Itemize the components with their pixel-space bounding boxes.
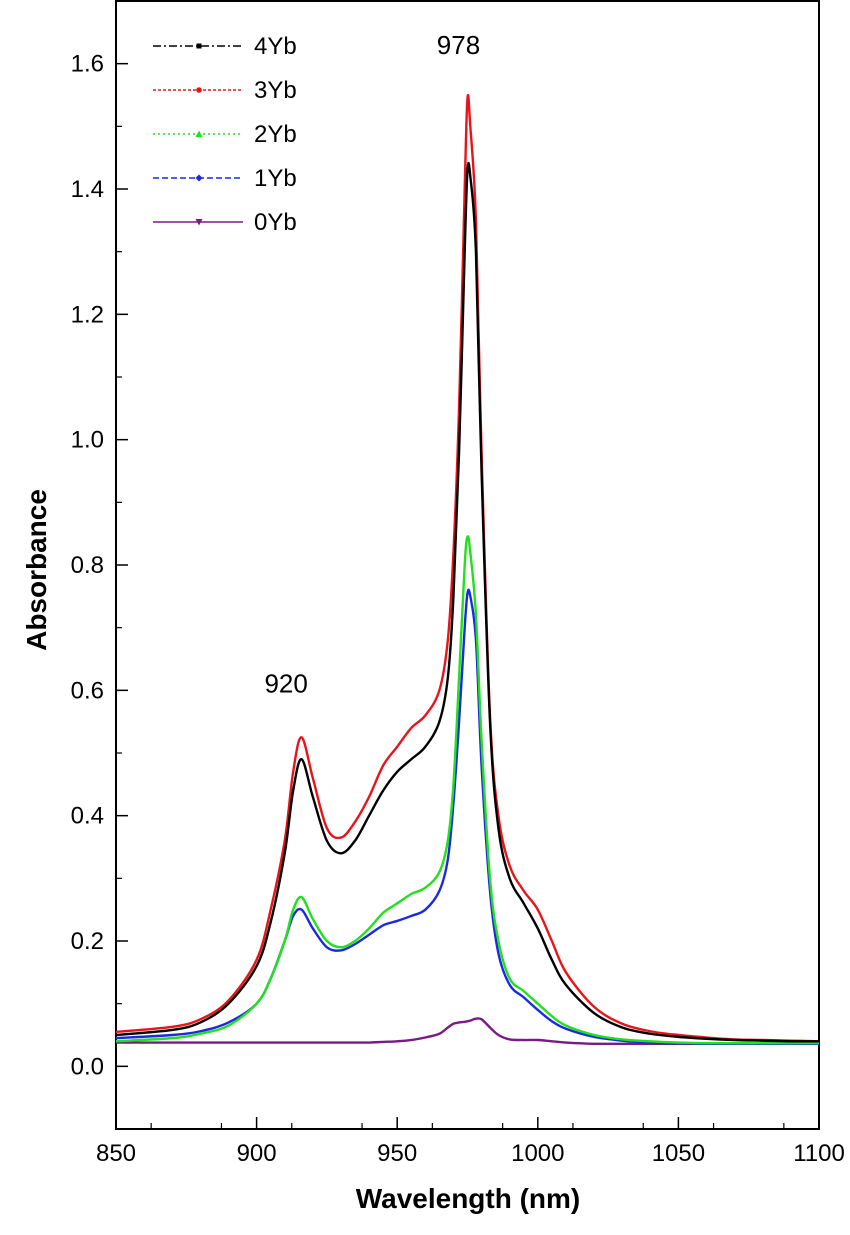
legend-label-4yb: 4Yb [254, 33, 297, 60]
legend-label-1yb: 1Yb [254, 165, 297, 192]
x-tick-label: 950 [377, 1140, 417, 1167]
legend-marker-4yb [196, 43, 202, 49]
x-tick-label: 850 [96, 1140, 136, 1167]
series-line-4yb [115, 161, 820, 1043]
legend-label-2yb: 2Yb [254, 121, 297, 148]
series-line-3yb [115, 94, 820, 1043]
y-tick-label: 0.6 [71, 677, 104, 704]
legend-marker-2yb [195, 130, 203, 137]
series-line-1yb [115, 588, 819, 1046]
legend: 4Yb 3Yb 2Yb 1Yb 0Yb [153, 33, 297, 236]
series-line-2yb [115, 535, 819, 1045]
y-tick-label: 0.4 [71, 803, 104, 830]
y-tick-label: 1.6 [71, 51, 104, 78]
y-tick-label: 1.2 [71, 301, 104, 328]
series-line-0yb [115, 1017, 819, 1046]
legend-marker-3yb [196, 87, 202, 93]
series-lines [115, 94, 820, 1046]
legend-label-0yb: 0Yb [254, 209, 297, 236]
legend-label-3yb: 3Yb [254, 77, 297, 104]
axis-ticks: 850 900 950 1000 1050 1100 0.0 0.2 0.4 0.6 0.8 1.0 1… [71, 51, 845, 1167]
x-axis-title: Wavelength (nm) [356, 1183, 581, 1214]
legend-marker-1yb [195, 174, 203, 182]
y-tick-label: 0.8 [71, 552, 104, 579]
x-tick-label: 900 [237, 1140, 277, 1167]
peak-annotation-978: 978 [437, 30, 480, 60]
legend-marker-0yb [195, 219, 203, 226]
y-tick-label: 1.4 [71, 176, 104, 203]
peak-annotation-920: 920 [264, 668, 307, 698]
x-tick-label: 1100 [793, 1140, 845, 1167]
y-axis-title: Absorbance [21, 489, 52, 651]
x-tick-label: 1050 [652, 1140, 705, 1167]
y-tick-label: 0.0 [71, 1053, 104, 1080]
x-tick-label: 1000 [511, 1140, 564, 1167]
y-tick-label: 0.2 [71, 928, 104, 955]
y-tick-label: 1.0 [71, 427, 104, 454]
